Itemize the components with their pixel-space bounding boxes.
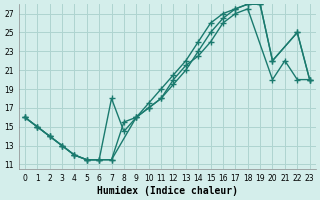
X-axis label: Humidex (Indice chaleur): Humidex (Indice chaleur) bbox=[97, 186, 238, 196]
